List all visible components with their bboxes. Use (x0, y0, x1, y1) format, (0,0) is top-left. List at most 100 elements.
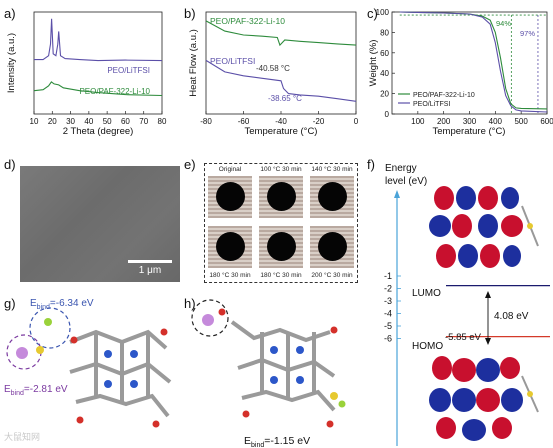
tga-xtick-label-2: 300 (463, 117, 477, 126)
membrane-photo (208, 226, 252, 268)
tga-xtick-label-5: 600 (540, 117, 553, 126)
photo-cell: 100 °C 30 min (257, 166, 305, 221)
membrane-disc (216, 232, 245, 261)
scalebar-label: 1 μm (138, 265, 162, 276)
g-sulfur (36, 346, 44, 354)
dsc-series (205, 20, 357, 102)
xrd-xlabel: 2 Theta (degree) (63, 126, 134, 137)
g-circle-blue (29, 307, 71, 349)
binding-structure-h: Ebind=-1.15 eV (191, 299, 346, 448)
dsc-line-1 (205, 59, 357, 102)
tga-xtick-label-1: 200 (437, 117, 451, 126)
xrd-ylabel: Intensity (a.u.) (6, 33, 17, 93)
homo-orbital (429, 356, 539, 441)
lumo-orbital (429, 186, 539, 268)
tga-ytick-label-4: 80 (380, 28, 389, 37)
panel-e-letter: e) (184, 157, 196, 172)
xrd-xtick-label-3: 40 (84, 117, 93, 126)
h-framework (230, 320, 336, 412)
g-framework (69, 329, 172, 418)
dsc-legend-liTFSI: PEO/LiTFSI (210, 56, 255, 66)
energy-tick-label-3: -4 (384, 309, 392, 319)
photo-cell: 180 °C 30 min (257, 224, 305, 279)
energy-title-1: Energy (385, 163, 417, 174)
panel-d-letter: d) (4, 157, 16, 172)
h-oxygen-bound (218, 308, 226, 316)
tga-xlabel: Temperature (°C) (433, 126, 506, 137)
panel-a-letter: a) (4, 6, 16, 21)
dsc-xtick-label-3: -20 (313, 117, 325, 126)
dsc-xtick-label-1: -60 (238, 117, 250, 126)
photo-label: 180 °C 30 min (209, 272, 251, 279)
tga-ytick-label-5: 100 (376, 8, 390, 17)
binding-structure-g: Ebind=-6.34 eV Ebind=-2.81 eV (4, 298, 172, 428)
tga-annot-94: 94% (496, 19, 511, 28)
membrane-disc (267, 232, 296, 261)
photo-grid (204, 163, 358, 283)
dsc-line-0 (205, 20, 357, 47)
tga-chart: 100 200 300 400 500 600 0 20 40 60 80 100 94% 97% P… (368, 8, 553, 137)
xrd-line-0 (34, 18, 163, 62)
homo-value: -5.85 eV (445, 332, 482, 343)
membrane-photo (310, 226, 354, 268)
dsc-xtick-label-0: -80 (200, 117, 212, 126)
membrane-photo (310, 176, 354, 218)
panel-c-letter: c) (367, 6, 378, 21)
sem-scalebar: 1 μm (128, 260, 172, 276)
photo-label: 180 °C 30 min (260, 272, 302, 279)
photo-cell: Original (206, 166, 254, 221)
panel-h-letter: h) (184, 296, 196, 311)
xrd-xtick-label-4: 50 (103, 117, 112, 126)
tga-ytick-label-2: 40 (380, 69, 389, 78)
energy-tick-label-4: -5 (384, 321, 392, 331)
xrd-legend-liTFSI: PEO/LiTFSI (107, 66, 150, 75)
homo-label: HOMO (412, 341, 443, 352)
g-ebind2: Ebind=-2.81 eV (4, 384, 68, 397)
xrd-xtick-label-1: 20 (48, 117, 57, 126)
xrd-xtick-label-6: 70 (139, 117, 148, 126)
lumo-label: LUMO (412, 288, 441, 299)
h-ebind: Ebind=-1.15 eV (244, 435, 310, 448)
membrane-disc (267, 182, 296, 211)
xrd-frame (33, 11, 163, 115)
photo-cell: 180 °C 30 min (206, 224, 254, 279)
xrd-xtick-label-5: 60 (121, 117, 130, 126)
dsc-annot-paf: -40.58 °C (256, 64, 290, 73)
tga-xtick-label-4: 500 (514, 117, 528, 126)
dsc-ylabel: Heat Flow (a.u.) (188, 29, 199, 97)
dsc-xlabel: Temperature (°C) (245, 126, 318, 137)
dsc-chart-body: -80 -60 -40 -20 0 PEO/PAF-322-Li-10 PEO/LiTF… (188, 11, 359, 137)
tga-line-1 (399, 11, 548, 113)
xrd-series (33, 18, 163, 97)
g-nitrogens (104, 350, 138, 388)
xrd-line-1 (33, 81, 163, 97)
h-fluorine (338, 400, 346, 408)
gap-arrow-down (485, 338, 491, 345)
h-li-atom (202, 314, 214, 326)
membrane-photo (259, 226, 303, 268)
tga-series (399, 11, 548, 113)
photo-label: 100 °C 30 min (260, 166, 302, 173)
xrd-xtick-label-2: 30 (66, 117, 75, 126)
tga-annot-97: 97% (520, 29, 535, 38)
energy-levels (446, 284, 550, 338)
gap-label: 4.08 eV (494, 311, 529, 322)
xrd-legend-paf: PEO/PAF-322-Li-10 (79, 87, 150, 96)
sem-image: 1 μm (20, 166, 180, 282)
tga-xtick-label-3: 400 (489, 117, 503, 126)
energy-diagram: Energy level (eV) -1 -2 -3 -4 -5 -6 LUMO HOMO… (384, 163, 550, 446)
tga-legend-liTFSI: PEO/LiTFSI (413, 101, 450, 108)
photo-cell: 200 °C 30 min (308, 224, 356, 279)
membrane-disc (318, 232, 347, 261)
photo-label: 140 °C 30 min (311, 166, 353, 173)
membrane-photo (259, 176, 303, 218)
h-nitrogens (270, 346, 304, 384)
photo-label: Original (218, 166, 242, 173)
dsc-xtick-label-2: -40 (275, 117, 287, 126)
h-circle (191, 299, 229, 337)
energy-tick-label-2: -3 (384, 296, 392, 306)
photo-cell: 140 °C 30 min (308, 166, 356, 221)
energy-ticks: -1 -2 -3 -4 -5 -6 (384, 271, 401, 344)
tga-xtick-label-0: 100 (411, 117, 425, 126)
dsc-xtick-label-4: 0 (354, 117, 359, 126)
